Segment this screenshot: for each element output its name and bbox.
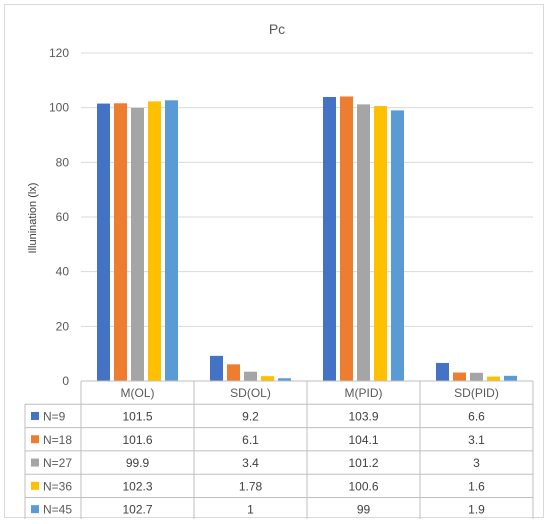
data-label: 102.3 — [122, 479, 152, 493]
data-label: 3.1 — [468, 433, 485, 447]
data-label: 102.7 — [122, 503, 152, 517]
bar — [453, 372, 466, 381]
data-label: 103.9 — [348, 409, 378, 423]
data-label: 3 — [473, 456, 480, 470]
data-label: 101.2 — [348, 456, 378, 470]
legend-key — [31, 481, 39, 490]
data-label: 1.9 — [468, 503, 485, 517]
bar — [436, 362, 449, 381]
x-tick-label: M(OL) — [121, 386, 155, 400]
bar — [278, 378, 291, 381]
chart-frame: Pc Illunination (lx) 0 20 40 60 80 100 120 M(O… — [4, 4, 544, 522]
x-tick-label: SD(PID) — [454, 386, 499, 400]
legend-key — [31, 411, 39, 420]
y-axis-ticks: 0 20 40 60 80 100 120 — [49, 46, 69, 388]
bar — [261, 376, 274, 381]
x-tick-label: SD(OL) — [230, 386, 271, 400]
y-tick-label: 120 — [49, 46, 69, 60]
bar — [210, 355, 223, 381]
y-axis-label: Illunination (lx) — [27, 183, 39, 254]
legend-entry: N=18 — [43, 433, 72, 447]
data-label: 99 — [357, 503, 371, 517]
data-label: 99.9 — [126, 456, 150, 470]
y-tick-label: 0 — [62, 374, 69, 388]
data-label: 1 — [247, 503, 254, 517]
bar — [357, 104, 370, 382]
bars — [97, 96, 517, 382]
legend-key — [31, 458, 39, 467]
data-label: 1.6 — [468, 479, 485, 493]
chart-title: Pc — [269, 21, 285, 37]
bar — [340, 96, 353, 382]
y-tick-label: 40 — [56, 265, 70, 279]
data-label: 9.2 — [242, 409, 259, 423]
bar — [470, 372, 483, 381]
data-table: M(OL) SD(OL) M(PID) SD(PID) N=9 101.5 9.2 103.9… — [24, 380, 534, 522]
data-label: 100.6 — [348, 479, 378, 493]
y-tick-label: 100 — [49, 101, 69, 115]
bar — [131, 107, 144, 381]
bar — [114, 103, 127, 381]
data-label: 3.4 — [242, 456, 259, 470]
y-tick-label: 80 — [56, 155, 70, 169]
data-label: 104.1 — [348, 433, 378, 447]
legend-entry: N=45 — [43, 503, 72, 517]
y-tick-label: 60 — [56, 210, 70, 224]
bar — [323, 97, 336, 382]
data-label: 6.6 — [468, 409, 485, 423]
bar — [504, 375, 517, 381]
data-label: 6.1 — [242, 433, 259, 447]
bar — [487, 376, 500, 381]
data-label: 101.6 — [122, 433, 152, 447]
data-label: 101.5 — [122, 409, 152, 423]
bar — [391, 110, 404, 382]
bar — [227, 364, 240, 381]
y-tick-label: 20 — [56, 319, 70, 333]
legend-key — [31, 435, 39, 444]
bar — [97, 103, 110, 382]
x-tick-label: M(PID) — [345, 386, 383, 400]
legend-entry: N=9 — [43, 409, 66, 423]
bar — [165, 100, 178, 381]
legend-entry: N=36 — [43, 479, 72, 493]
bar — [374, 106, 387, 381]
bar-chart: Pc Illunination (lx) 0 20 40 60 80 100 120 M(O… — [24, 21, 534, 522]
bar — [244, 371, 257, 381]
data-label: 1.78 — [239, 479, 263, 493]
legend-key — [31, 505, 39, 514]
bar — [148, 101, 161, 381]
legend-entry: N=27 — [43, 456, 72, 470]
